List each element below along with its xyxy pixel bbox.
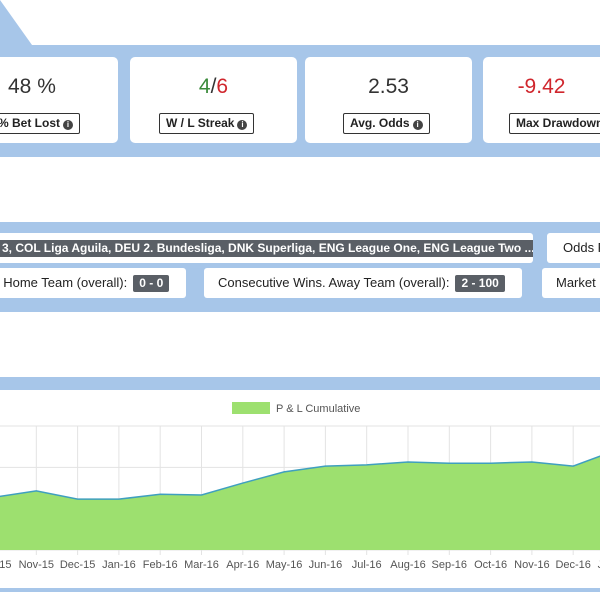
x-tick-label: Apr-16 (226, 559, 259, 571)
filter-badge: 0 - 0 (133, 275, 170, 292)
x-tick-label: Jul-16 (352, 559, 382, 571)
filter-badge: 2 - 100 (455, 275, 505, 292)
market-filter[interactable]: Market (542, 268, 600, 298)
area (0, 456, 600, 550)
loss-count: 6 (216, 75, 229, 98)
info-icon[interactable]: i (63, 120, 74, 130)
away-filter[interactable]: Consecutive Wins. Away Team (overall): 2 … (204, 268, 522, 298)
chart: P & L Cumulative Oct-15 Nov-15 Dec-15 Jan-16… (0, 390, 600, 588)
legend-swatch (232, 402, 270, 414)
stat-value: -9.42 (517, 75, 566, 98)
stat-card: 48 % % Bet Lost i (0, 57, 118, 143)
line (0, 455, 600, 500)
x-tick-label: Nov-16 (514, 559, 549, 571)
stat-label-text: Avg. Odds (350, 116, 410, 130)
home-filter[interactable]: . Home Team (overall): 0 - 0 (0, 268, 186, 298)
stat-label[interactable]: % Bet Lost i (0, 113, 81, 134)
stat-value: 48 % (8, 75, 56, 98)
odds-filter[interactable]: Odds Range (547, 233, 600, 263)
filter-label: Consecutive Wins. Away Team (overall): (218, 275, 450, 290)
stat-label-text: % Bet Lost (0, 116, 61, 130)
x-tick-label: Sep-16 (432, 559, 467, 571)
stat-label[interactable]: W / L Streak i (159, 113, 255, 134)
stat-card: 2.53 Avg. Odds i (305, 57, 472, 143)
legend-label: P & L Cumulative (276, 403, 360, 415)
stat-label[interactable]: Max Drawdown (509, 113, 600, 134)
x-tick-label: Nov-15 (19, 559, 54, 571)
win-count: 4 (198, 75, 211, 98)
stat-label[interactable]: Avg. Odds i (343, 113, 430, 134)
x-tick-label: Jun-16 (309, 559, 343, 571)
x-tick-label: May-16 (266, 559, 303, 571)
filter-label: Odds Range (563, 240, 600, 255)
filter-label: Market (556, 275, 596, 290)
x-tick-label: Dec-16 (555, 559, 590, 571)
x-tick-label: Feb-16 (143, 559, 178, 571)
info-icon[interactable]: i (237, 120, 248, 130)
stat-label-text: W / L Streak (166, 116, 235, 130)
stat-value: 2.53 (368, 75, 409, 98)
x-tick-label: Oct-16 (474, 559, 507, 571)
x-tick-label: Mar-16 (184, 559, 219, 571)
x-tick-label: Aug-16 (390, 559, 425, 571)
filter-label: . Home Team (overall): (0, 275, 128, 290)
header-shape (0, 0, 32, 45)
stat-card: 4/6 W / L Streak i (130, 57, 297, 143)
x-tick-label: Oct-15 (0, 559, 12, 571)
stat-card: -9.42 Max Drawdown (483, 57, 600, 143)
x-tick-label: Jan-17 (598, 559, 600, 571)
x-tick-label: Dec-15 (60, 559, 95, 571)
info-icon[interactable]: i (412, 120, 423, 130)
league-filter[interactable]: 3, COL Liga Aguila, DEU 2. Bundesliga, D… (0, 233, 533, 263)
stat-label-text: Max Drawdown (516, 116, 600, 130)
x-tick-label: Jan-16 (102, 559, 136, 571)
stat-value: 4/6 (130, 75, 297, 99)
separator: / (210, 75, 217, 98)
league-badge: 3, COL Liga Aguila, DEU 2. Bundesliga, D… (0, 240, 533, 257)
